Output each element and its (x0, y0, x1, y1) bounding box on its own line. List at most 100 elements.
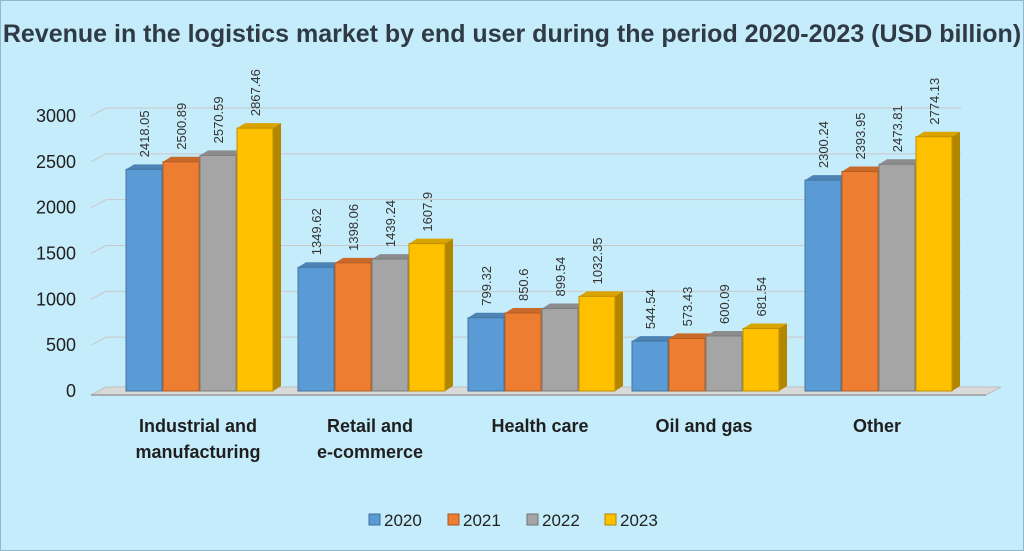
data-label: 544.54 (643, 289, 658, 329)
legend-label: 2020 (384, 511, 422, 530)
y-tick-label: 2500 (36, 152, 76, 172)
y-tick-label: 3000 (36, 106, 76, 126)
bar-front (668, 337, 706, 392)
bar-top (879, 159, 923, 165)
legend-label: 2023 (620, 511, 658, 530)
category-label: Other (853, 416, 901, 436)
bar-top (505, 308, 549, 314)
data-label: 600.09 (717, 284, 732, 324)
data-label: 2774.13 (927, 78, 942, 125)
bar-front (541, 308, 579, 392)
legend-item-2021: 2021 (447, 511, 501, 530)
legend-item-2022: 2022 (526, 511, 580, 530)
y-tick-label: 0 (66, 381, 76, 401)
bar-front (804, 179, 842, 392)
data-label: 1439.24 (383, 200, 398, 247)
bar-top (542, 303, 586, 309)
legend-swatch (604, 513, 617, 526)
bar-top (632, 336, 676, 342)
data-label: 799.32 (479, 266, 494, 306)
data-label: 2570.59 (211, 96, 226, 143)
data-label: 850.6 (516, 268, 531, 301)
bar-front (297, 266, 335, 392)
category-label: Retail and (327, 416, 413, 436)
bar-top (916, 131, 960, 137)
bar-front (578, 295, 616, 392)
category-label: e-commerce (317, 442, 423, 462)
bar-top (237, 123, 281, 129)
y-tick-label: 1500 (36, 244, 76, 264)
bar-2023-2 (408, 238, 453, 392)
gridline-depth (90, 336, 107, 346)
bar-top (743, 323, 787, 329)
bar-front (742, 328, 780, 392)
bar-top (669, 333, 713, 339)
bar-top (126, 164, 170, 170)
bar-front (841, 171, 879, 392)
bar-front (236, 127, 274, 392)
legend-swatch (447, 513, 460, 526)
bar-2023-3 (578, 291, 623, 392)
data-label: 1032.35 (590, 237, 605, 284)
bar-top (805, 175, 849, 181)
data-label: 681.54 (754, 277, 769, 317)
bar-top (200, 150, 244, 156)
y-tick-label: 500 (46, 335, 76, 355)
bar-front (504, 312, 542, 392)
data-label: 2867.46 (248, 69, 263, 116)
bar-top (372, 254, 416, 260)
legend: 2020 2021 2022 2023 (368, 511, 658, 530)
bar-top (706, 330, 750, 336)
legend-swatch (526, 513, 539, 526)
bar-top (298, 262, 342, 268)
bar-side (615, 291, 623, 391)
data-label: 2418.05 (137, 110, 152, 157)
data-label: 2473.81 (890, 105, 905, 152)
bar-side (445, 238, 453, 391)
bar-2023-1 (236, 123, 281, 392)
legend-item-2023: 2023 (604, 511, 658, 530)
bar-2023-5 (915, 131, 960, 392)
bar-side (273, 123, 281, 391)
data-label: 2300.24 (816, 121, 831, 168)
bar-2022-3 (541, 303, 586, 392)
gridline-depth (90, 153, 107, 163)
bar-top (468, 312, 512, 318)
category-label: Industrial and (139, 416, 257, 436)
y-tick-label: 1000 (36, 289, 76, 309)
bar-front (408, 243, 446, 392)
data-label: 2500.89 (174, 103, 189, 150)
category-label: Health care (491, 416, 588, 436)
bar-front (371, 258, 409, 392)
bar-top (409, 238, 453, 244)
bar-front (199, 154, 237, 392)
category-label: manufacturing (135, 442, 260, 462)
chart-title: Revenue in the logistics market by end u… (2, 20, 1022, 48)
y-tick-label: 2000 (36, 198, 76, 218)
bar-front (705, 335, 743, 392)
gridline-depth (90, 107, 107, 117)
gridline-depth (90, 245, 107, 254)
bar-2023-4 (742, 323, 787, 392)
bar-top (579, 291, 623, 297)
bar-front (878, 163, 916, 392)
bar-front (631, 340, 669, 392)
legend-item-2020: 2020 (368, 511, 422, 530)
bar-top (335, 257, 379, 263)
category-label: Oil and gas (655, 416, 752, 436)
data-label: 1607.9 (420, 192, 435, 232)
data-label: 573.43 (680, 287, 695, 327)
data-label: 899.54 (553, 257, 568, 297)
bar-front (915, 136, 953, 392)
data-label: 1349.62 (309, 208, 324, 255)
bar-front (125, 168, 163, 392)
bar-front (334, 262, 372, 392)
legend-label: 2022 (542, 511, 580, 530)
gridline-depth (90, 290, 107, 300)
bar-side (952, 131, 960, 391)
data-label: 1398.06 (346, 204, 361, 251)
legend-label: 2021 (463, 511, 501, 530)
gridline-depth (90, 199, 107, 209)
